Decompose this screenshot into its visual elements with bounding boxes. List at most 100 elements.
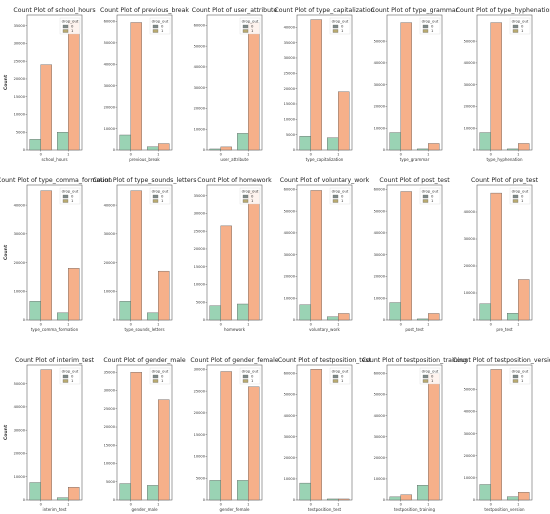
panel-14: Count Plot of gender_male 0 5000 10000 15000… [103,357,185,512]
y-tick-label: 40000 [374,414,386,418]
axes-frame [476,14,533,151]
y-tick-label: 30000 [194,86,206,90]
panel-title: Count Plot of user_attribute [192,7,278,14]
x-tick-label: 0 [220,153,223,157]
y-tick-label: 60000 [374,372,386,376]
y-tick-label: 40000 [284,25,296,29]
y-tick-label: 30000 [374,253,386,257]
y-tick-label: 10000 [14,289,26,293]
legend-label-1: 1 [341,28,344,33]
x-tick-label: 1 [517,503,519,507]
y-tick-label: 50000 [374,39,386,43]
panel-3: Count Plot of user_attribute 0 10000 20000 3… [192,7,278,162]
x-axis-label: type_capitalization [306,157,344,162]
y-tick-label: 10000 [104,289,116,293]
bar-type_capitalization-1-dropout-0 [327,137,339,151]
legend-label-0: 0 [71,194,74,199]
y-tick-label: 35000 [194,194,206,198]
y-tick-label: 10000 [194,127,206,131]
x-tick-label: 0 [400,153,403,157]
panel-title: Count Plot of type_hyphenation [456,7,550,14]
bar-testposition_training-0-dropout-1 [400,494,412,501]
panel-title: Count Plot of testposition_version [452,357,550,364]
panel-15: Count Plot of gender_female 0 5000 10000 150… [190,357,278,512]
y-axis-label: Count [3,424,9,440]
x-tick-label: 0 [220,503,223,507]
x-axis-label: interim_test [42,507,66,512]
legend-label-0: 0 [431,374,434,379]
x-tick-label: 1 [427,503,429,507]
y-tick-label: 10000 [14,475,26,479]
bar-school_hours-0-dropout-1 [40,64,52,151]
y-tick-label: 0 [293,148,296,152]
y-tick-label: 10000 [464,476,476,480]
x-tick-label: 0 [40,153,43,157]
y-tick-label: 40000 [464,61,476,65]
panel-title: Count Plot of homework [197,177,272,184]
legend-title: drop_out [332,189,349,194]
y-tick-label: 20000 [104,105,116,109]
legend-swatch-0 [242,374,249,379]
legend-swatch-1 [242,29,249,33]
legend-swatch-1 [62,379,69,383]
legend-swatch-1 [332,29,339,33]
legend-label-1: 1 [431,28,434,33]
axes-frame [116,364,173,501]
bar-type_grammar-0-dropout-0 [389,132,401,151]
bar-testposition_test-1-dropout-1 [338,498,350,501]
bar-type_hyphenation-1-dropout-1 [518,143,530,151]
bar-type_hyphenation-0-dropout-0 [479,132,491,151]
y-tick-label: 60000 [104,20,116,24]
panel-11: Count Plot of post_test 0 10000 20000 30000 4… [374,177,451,332]
y-tick-label: 20000 [284,87,296,91]
bar-interim_test-0-dropout-1 [40,369,52,501]
axes-frame [476,364,533,501]
y-tick-label: 20000 [284,456,296,460]
y-tick-label: 50000 [464,388,476,392]
legend-swatch-1 [62,29,69,33]
bar-post_test-1-dropout-0 [417,318,429,321]
panel-title: Count Plot of testposition_test [278,357,372,364]
legend-title: drop_out [62,189,79,194]
y-tick-label: 15000 [194,265,206,269]
y-tick-label: 40000 [104,62,116,66]
legend-title: drop_out [152,19,169,24]
y-tick-label: 10000 [104,462,116,466]
legend-swatch-1 [152,29,159,33]
legend-title: drop_out [332,369,349,374]
y-tick-label: 15000 [104,443,116,447]
bar-testposition_test-1-dropout-0 [327,498,339,501]
legend-title: drop_out [152,189,169,194]
legend-label-0: 0 [341,194,344,199]
y-tick-label: 15000 [194,433,206,437]
y-tick-label: 20000 [464,105,476,109]
y-tick-label: 10000 [104,127,116,131]
legend-swatch-0 [332,374,339,379]
x-tick-label: 1 [337,153,339,157]
x-tick-label: 0 [40,503,43,507]
y-tick-label: 20000 [104,261,116,265]
legend-swatch-0 [422,194,429,199]
legend-label-0: 0 [71,374,74,379]
legend-label-0: 0 [341,24,344,29]
y-axis-label: Count [3,244,9,260]
panel-title: Count Plot of school_hours [13,7,95,14]
legend-swatch-0 [332,24,339,29]
legend-title: drop_out [242,189,259,194]
legend-label-0: 0 [71,24,74,29]
bar-testposition_test-0-dropout-0 [299,482,311,501]
bar-voluntary_work-1-dropout-1 [338,313,350,321]
panel-title: Count Plot of gender_male [103,357,185,364]
legend-title: drop_out [512,369,529,374]
y-tick-label: 40000 [374,231,386,235]
legend-label-0: 0 [521,374,524,379]
panel-title: Count Plot of post_test [379,177,450,184]
x-tick-label: 0 [130,153,133,157]
legend-swatch-1 [512,199,519,203]
y-tick-label: 10000 [374,477,386,481]
x-axis-label: type_sounds_letters [124,327,164,332]
y-axis-label: Count [3,74,9,90]
panel-9: Count Plot of homework 0 5000 10000 15000 200… [194,177,273,332]
x-tick-label: 1 [67,153,69,157]
legend-label-0: 0 [431,24,434,29]
